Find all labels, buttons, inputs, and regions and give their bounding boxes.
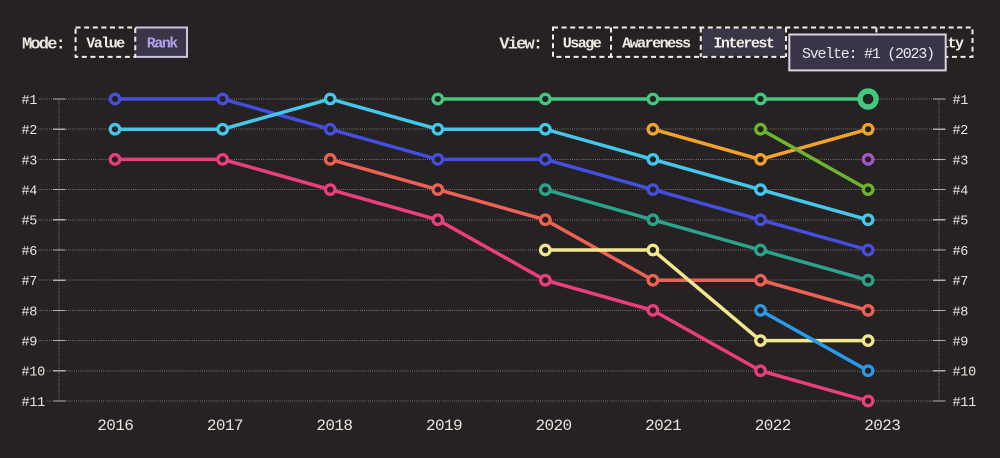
svg-text:Awareness: Awareness (622, 36, 691, 53)
svg-text:#2: #2 (953, 124, 969, 139)
svg-text:#7: #7 (22, 275, 38, 290)
svg-text:2020: 2020 (535, 417, 571, 435)
svg-text:#11: #11 (953, 396, 977, 411)
svg-text:#10: #10 (22, 366, 46, 381)
svg-text:#10: #10 (953, 366, 977, 381)
svg-text:#3: #3 (22, 154, 38, 169)
svg-text:#1: #1 (953, 94, 969, 109)
svg-text:Svelte: #1 (2023): Svelte: #1 (2023) (802, 46, 934, 63)
svg-text:2022: 2022 (755, 417, 791, 435)
svg-text:#9: #9 (22, 336, 38, 351)
svg-text:2019: 2019 (426, 417, 462, 435)
svg-text:#4: #4 (22, 185, 38, 200)
svg-text:2023: 2023 (864, 417, 900, 435)
svg-text:#1: #1 (22, 94, 38, 109)
svg-text:#8: #8 (953, 305, 969, 320)
svg-text:2018: 2018 (316, 417, 352, 435)
svg-text:#7: #7 (953, 275, 969, 290)
svg-text:Mode:: Mode: (22, 36, 64, 55)
svg-text:Rank: Rank (147, 36, 179, 53)
svg-text:#6: #6 (22, 245, 38, 260)
svg-text:#5: #5 (953, 215, 969, 230)
svg-text:#4: #4 (953, 185, 969, 200)
svg-text:2017: 2017 (207, 417, 243, 435)
svg-text:2021: 2021 (645, 417, 681, 435)
svg-text:#8: #8 (22, 305, 38, 320)
svg-text:Usage: Usage (563, 36, 602, 53)
svg-text:#9: #9 (953, 336, 969, 351)
svg-text:Interest: Interest (713, 36, 774, 53)
svg-text:#5: #5 (22, 215, 38, 230)
svg-text:#2: #2 (22, 124, 38, 139)
svg-text:View:: View: (499, 36, 541, 55)
svg-text:#6: #6 (953, 245, 969, 260)
svg-text:2016: 2016 (97, 417, 133, 435)
svg-text:#11: #11 (22, 396, 46, 411)
svg-text:Value: Value (86, 36, 125, 53)
svg-text:#3: #3 (953, 154, 969, 169)
